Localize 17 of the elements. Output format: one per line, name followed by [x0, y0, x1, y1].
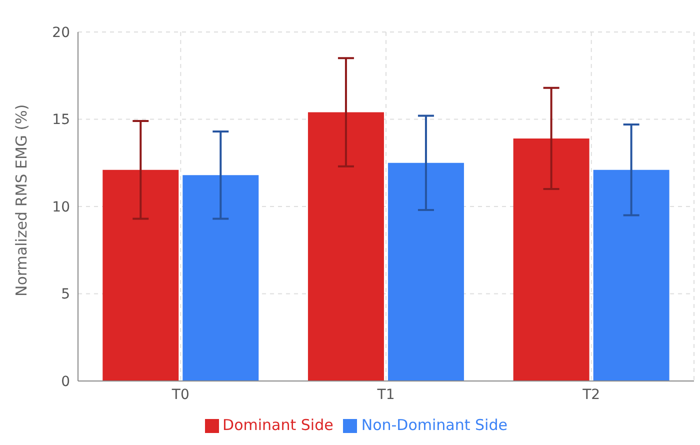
y-axis-title: Normalized RMS EMG (%)	[12, 104, 30, 296]
bar	[513, 138, 590, 381]
x-tick-label: T0	[170, 386, 190, 403]
y-tick-label: 0	[61, 374, 70, 390]
bar	[308, 112, 384, 381]
y-tick-label: 20	[52, 24, 70, 41]
legend-label: Dominant Side	[222, 416, 334, 434]
x-tick-label: T2	[582, 386, 600, 403]
y-tick-label: 10	[52, 199, 70, 216]
bar	[593, 170, 670, 381]
y-tick-label: 5	[61, 286, 70, 303]
bar	[388, 162, 464, 381]
legend-label: Non-Dominant Side	[361, 416, 508, 434]
x-tick-label: T1	[376, 386, 395, 403]
y-tick-label: 15	[52, 112, 70, 128]
bar	[182, 175, 259, 381]
bar	[102, 170, 179, 381]
